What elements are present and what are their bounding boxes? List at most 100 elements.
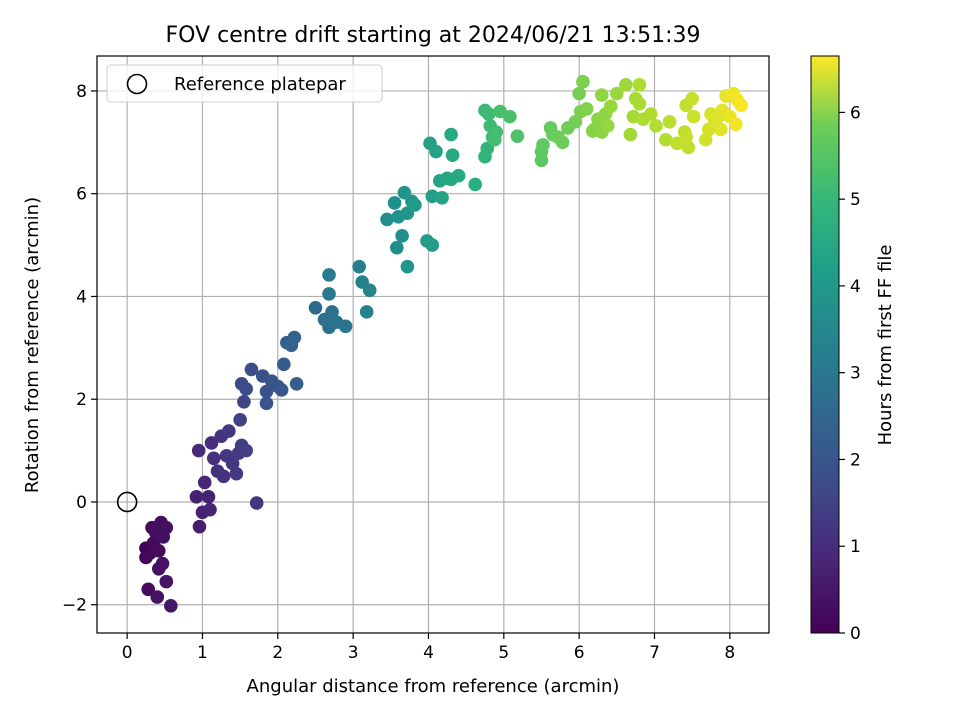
data-point	[387, 196, 402, 210]
x-tick-label: 2	[272, 643, 283, 663]
data-point	[713, 122, 728, 137]
data-point	[685, 91, 699, 106]
data-point	[197, 475, 212, 490]
y-tick-label: 0	[76, 493, 87, 513]
colorbar	[810, 55, 840, 634]
data-point	[643, 107, 658, 121]
data-point	[322, 287, 336, 301]
x-tick-label: 5	[498, 643, 509, 663]
data-point	[308, 300, 323, 315]
data-point	[600, 119, 615, 133]
x-tick-label: 6	[574, 643, 585, 663]
plot-area-frame	[96, 55, 770, 634]
data-point	[148, 526, 163, 540]
data-point	[503, 109, 517, 124]
data-point	[632, 77, 647, 92]
data-point	[555, 135, 570, 150]
data-point	[729, 117, 743, 132]
data-point	[632, 96, 647, 111]
data-point	[201, 490, 216, 504]
data-point	[425, 238, 440, 252]
data-point	[400, 259, 415, 274]
data-point	[322, 268, 336, 282]
data-point	[468, 177, 482, 192]
data-point	[277, 357, 291, 372]
colorbar-tick-label: 2	[850, 450, 861, 470]
data-point	[189, 490, 204, 504]
data-point	[510, 129, 525, 143]
data-point	[352, 259, 366, 274]
data-point	[658, 132, 673, 147]
data-point	[141, 582, 156, 597]
data-point	[139, 550, 153, 565]
x-axis-label: Angular distance from reference (arcmin)	[247, 676, 620, 697]
data-point	[325, 305, 339, 319]
legend-box	[106, 64, 383, 103]
data-point	[216, 469, 231, 484]
legend-marker-icon	[126, 73, 148, 95]
data-point	[451, 168, 466, 183]
data-point	[395, 229, 409, 243]
data-point	[435, 191, 449, 205]
colorbar-tick-label: 4	[850, 277, 861, 297]
colorbar-tick-label: 3	[850, 364, 861, 384]
data-point	[679, 130, 693, 144]
data-point	[359, 305, 374, 319]
data-point	[429, 144, 443, 159]
data-point	[534, 144, 549, 159]
data-point	[362, 283, 377, 298]
data-point	[610, 86, 624, 101]
data-point	[380, 212, 394, 227]
data-point	[619, 77, 633, 92]
data-points	[139, 74, 748, 613]
data-point	[568, 114, 583, 129]
x-tick-label: 1	[197, 643, 208, 663]
data-point	[222, 424, 236, 438]
x-tick-label: 7	[649, 643, 660, 663]
data-point	[203, 502, 217, 517]
data-point	[623, 127, 638, 142]
data-point	[233, 412, 247, 427]
data-point	[206, 451, 221, 466]
data-point	[734, 98, 748, 113]
legend: Reference platepar	[106, 64, 383, 103]
data-point	[192, 519, 207, 534]
data-point	[150, 590, 165, 604]
colorbar-tick-label: 5	[850, 190, 861, 210]
data-point	[287, 330, 302, 345]
chart-title: FOV centre drift starting at 2024/06/21 …	[166, 23, 701, 48]
x-axis-ticks: 0 1 2 3 4 5 6 7 8	[122, 633, 735, 663]
colorbar-tick-label: 6	[850, 103, 861, 123]
data-point	[204, 436, 219, 450]
data-point	[576, 74, 590, 89]
data-point	[259, 384, 274, 399]
data-point	[698, 132, 713, 147]
data-point	[487, 132, 502, 147]
reference-platepar-marker	[116, 491, 138, 513]
colorbar-tick-label: 1	[850, 537, 861, 557]
data-point	[274, 383, 289, 397]
y-axis-label: Rotation from reference (arcmin)	[22, 197, 43, 493]
x-tick-label: 0	[122, 643, 133, 663]
data-point	[681, 140, 696, 155]
data-point	[239, 382, 253, 396]
data-point	[572, 86, 586, 101]
y-tick-label: 2	[76, 390, 87, 410]
data-point	[229, 466, 244, 481]
data-point	[444, 127, 458, 142]
y-tick-label: 4	[76, 287, 87, 307]
data-point	[225, 456, 240, 471]
data-point	[244, 362, 259, 377]
legend-label: Reference platepar	[174, 74, 346, 95]
data-point	[155, 556, 170, 571]
x-tick-label: 3	[348, 643, 359, 663]
x-tick-label: 4	[423, 643, 434, 663]
data-point	[594, 88, 609, 102]
colorbar-tick-label: 0	[850, 624, 861, 644]
data-point	[662, 114, 677, 129]
data-point	[686, 109, 701, 124]
data-point	[481, 107, 496, 121]
data-point	[338, 319, 353, 334]
data-point	[239, 443, 253, 458]
